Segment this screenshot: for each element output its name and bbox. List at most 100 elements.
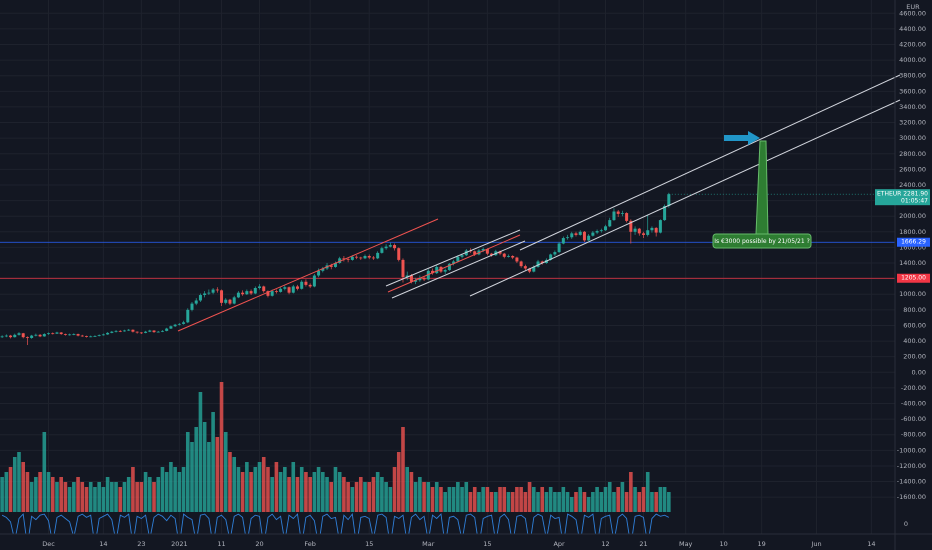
candle-body: [258, 286, 262, 288]
volume-bar: [350, 487, 355, 512]
candle-body: [566, 237, 570, 239]
candle-body: [582, 231, 586, 241]
y-tick-label: 2400.00: [899, 181, 926, 189]
volume-bar: [72, 482, 76, 512]
candle-body: [532, 266, 536, 272]
candle-body: [308, 284, 312, 287]
volume-bar: [472, 487, 477, 512]
volume-bar: [12, 457, 17, 512]
volume-bar: [139, 482, 144, 512]
volume-bar: [295, 477, 300, 512]
candle-body: [650, 227, 654, 231]
y-tick-label: 3400.00: [899, 103, 926, 111]
candle-body: [215, 289, 219, 291]
volume-bar: [523, 492, 528, 512]
candle-body: [9, 335, 13, 338]
volume-bar: [337, 472, 342, 512]
volume-bar: [304, 472, 308, 512]
volume-bar: [443, 492, 447, 512]
volume-bar: [38, 472, 42, 512]
volume-bar: [456, 482, 460, 512]
candle-body: [333, 263, 337, 267]
volume-bar: [569, 497, 574, 512]
volume-bar: [177, 472, 182, 512]
candle-body: [620, 213, 624, 214]
candle-body: [363, 256, 367, 259]
candle-body: [76, 334, 80, 336]
y-tick-label: 4600.00: [899, 9, 926, 17]
candle-body: [342, 258, 346, 260]
volume-bar: [143, 472, 148, 512]
x-tick-label: May: [679, 540, 693, 548]
candle-body: [59, 332, 63, 335]
volume-bar: [620, 482, 625, 512]
candle-body: [321, 268, 325, 271]
candle-body: [101, 334, 105, 336]
countdown-label: 01:05:47: [901, 198, 928, 205]
volume-bar: [662, 487, 667, 512]
candle-body: [629, 220, 633, 232]
volume-bar: [578, 487, 583, 512]
candle-body: [144, 331, 148, 333]
y-tick-label: 0.00: [912, 368, 926, 376]
y-tick-label: -1400.00: [897, 478, 926, 486]
volume-bar: [4, 472, 9, 512]
candle-body: [346, 259, 350, 260]
volume-bar: [223, 432, 228, 512]
candle-body: [557, 243, 561, 253]
candle-body: [245, 291, 249, 295]
volume-bar: [447, 487, 452, 512]
candle-body: [85, 336, 89, 337]
candle-body: [384, 246, 388, 249]
volume-bar: [481, 487, 485, 512]
volume-bar: [278, 472, 283, 512]
candle-body: [21, 333, 25, 338]
candle-body: [502, 253, 506, 257]
candle-body: [0, 336, 4, 338]
level-label-box: [897, 273, 930, 283]
candle-body: [431, 270, 435, 274]
callout-box: [712, 233, 812, 249]
candle-body: [528, 268, 532, 272]
candle-body: [186, 309, 190, 323]
candle-body: [30, 335, 34, 338]
candle-body: [97, 335, 101, 337]
volume-bar: [607, 482, 612, 512]
volume-bar: [329, 482, 334, 512]
volume-bar: [232, 457, 236, 512]
volume-bar: [633, 487, 637, 512]
volume-bar: [211, 412, 215, 512]
y-tick-label: -1200.00: [897, 462, 926, 470]
symbol-label: ETHEUR: [877, 191, 901, 198]
candle-body: [295, 286, 299, 289]
candle-body: [338, 258, 342, 264]
candle-body: [173, 324, 177, 327]
candle-body: [228, 299, 232, 304]
candle-body: [667, 194, 671, 207]
volume-bar: [451, 487, 456, 512]
candle-body: [63, 334, 67, 335]
candle-body: [625, 213, 629, 221]
candle-body: [397, 248, 401, 260]
volume-bar: [641, 487, 646, 512]
candle-body: [139, 332, 143, 334]
x-tick-label: 14: [99, 540, 107, 548]
candle-body: [47, 333, 51, 335]
volume-bar: [548, 487, 553, 512]
candle-body: [190, 303, 194, 310]
candle-body: [393, 245, 397, 249]
volume-bar: [629, 472, 633, 512]
volume-bar: [439, 487, 443, 512]
trend-line: [469, 99, 901, 297]
candle-body: [418, 277, 422, 281]
volume-bar: [477, 492, 481, 512]
candle-body: [376, 252, 380, 259]
candle-body: [452, 261, 456, 264]
volume-bar: [118, 487, 123, 512]
candle-body: [447, 263, 451, 271]
candle-body: [148, 330, 152, 332]
volume-bar: [527, 482, 532, 512]
volume-bar: [308, 477, 312, 512]
candle-body: [220, 290, 224, 303]
volume-bar: [0, 477, 4, 512]
